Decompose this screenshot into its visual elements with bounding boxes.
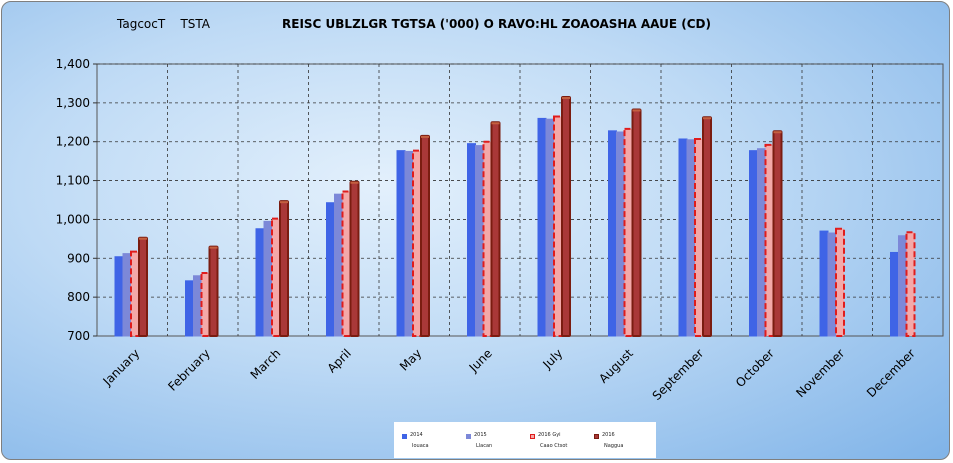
x-tick-label: February bbox=[165, 346, 213, 394]
bar-2014-september bbox=[678, 138, 688, 337]
plot-area bbox=[96, 63, 944, 337]
legend-sublabel: Caao Ctsot bbox=[540, 443, 568, 449]
bar-cap bbox=[703, 117, 711, 120]
y-tick-label: 1,300 bbox=[56, 96, 90, 110]
bar-2014-december bbox=[890, 251, 899, 337]
bar-2016-gyi-april bbox=[341, 190, 352, 337]
bar-2016-gyi-november bbox=[835, 227, 845, 337]
x-tick-label: April bbox=[325, 346, 354, 375]
bar-2016-gyi-august bbox=[623, 127, 634, 337]
bar-cap bbox=[280, 201, 288, 204]
x-tick-label: September bbox=[650, 346, 707, 403]
bar-2016-march bbox=[279, 200, 289, 337]
legend-swatch bbox=[530, 434, 535, 439]
x-tick-label: December bbox=[864, 346, 918, 400]
bar-2016-september bbox=[702, 116, 712, 337]
bar-cap bbox=[773, 131, 782, 134]
legend-sublabel: Iouaca bbox=[412, 443, 429, 449]
bar-2015-september bbox=[686, 139, 696, 337]
bar-2014-november bbox=[819, 230, 829, 337]
legend-label: 2015 bbox=[474, 432, 487, 438]
bar-2016-gyi-october bbox=[764, 143, 775, 337]
legend-swatch bbox=[402, 434, 407, 439]
bar-2015-january bbox=[122, 253, 132, 337]
bar-2015-november bbox=[827, 232, 837, 337]
y-tick-label: 1,400 bbox=[56, 57, 90, 71]
x-tick-label: October bbox=[733, 346, 777, 390]
legend-swatch bbox=[594, 434, 599, 439]
y-tick-label: 800 bbox=[67, 290, 90, 304]
bar-2016-february bbox=[208, 245, 219, 337]
bar-2016-gyi-may bbox=[412, 149, 422, 337]
x-tick-label: March bbox=[248, 346, 284, 382]
y-tick-label: 1,100 bbox=[56, 174, 90, 188]
legend-item: 2014 Iouaca bbox=[402, 432, 466, 456]
bar-2016-gyi-february bbox=[200, 272, 211, 337]
bar-2014-june bbox=[467, 143, 476, 337]
bar-cap bbox=[350, 181, 359, 184]
legend-sublabel: Naggua bbox=[604, 443, 624, 449]
bar-2015-june bbox=[475, 145, 484, 337]
bar-2016-october bbox=[772, 130, 783, 337]
bar-2014-may bbox=[396, 150, 406, 337]
chart-title: REISC UBLZLGR TGTSA ('000) O RAVO:HL ZOA… bbox=[282, 17, 711, 31]
bar-2015-april bbox=[334, 193, 343, 337]
bar-2015-march bbox=[263, 220, 273, 337]
legend-label: 2014 bbox=[410, 432, 423, 438]
bar-cap bbox=[421, 135, 429, 138]
chart-legend: 2014 Iouaca 2015 Llacan 2016 Gyi Caao Ctsot 20… bbox=[394, 422, 656, 458]
bar-2016-january bbox=[138, 236, 148, 337]
legend-item: 2016 Naggua bbox=[594, 432, 658, 456]
y-tick-label: 1,200 bbox=[56, 135, 90, 149]
bar-cap bbox=[562, 97, 570, 100]
x-tick-label: January bbox=[100, 346, 143, 389]
y-tick-label: 700 bbox=[67, 329, 90, 343]
x-tick-label: November bbox=[793, 346, 847, 400]
bar-2015-february bbox=[193, 275, 202, 337]
bar-2014-october bbox=[749, 150, 758, 337]
x-tick-label: May bbox=[397, 346, 424, 373]
bar-2016-gyi-september bbox=[694, 137, 704, 337]
legend-swatch bbox=[466, 434, 471, 439]
bar-2016-gyi-december bbox=[905, 231, 916, 338]
bar-2014-july bbox=[537, 117, 547, 337]
bar-2014-february bbox=[185, 280, 194, 337]
bar-cap bbox=[491, 122, 500, 125]
bar-2015-july bbox=[545, 118, 555, 337]
bar-2016-july bbox=[561, 96, 571, 338]
bar-2015-october bbox=[757, 148, 766, 337]
bar-2014-january bbox=[114, 256, 124, 337]
x-tick-label: June bbox=[466, 346, 495, 375]
bar-2015-december bbox=[898, 235, 907, 337]
bar-2014-march bbox=[255, 228, 265, 337]
y-tick-label: 1,000 bbox=[56, 212, 90, 226]
bar-2015-may bbox=[404, 150, 414, 337]
bar-2016-gyi-march bbox=[271, 217, 281, 337]
bar-2016-gyi-january bbox=[130, 250, 140, 337]
legend-item: 2016 Gyi Caao Ctsot bbox=[530, 432, 594, 456]
bar-cap bbox=[632, 109, 641, 112]
legend-label: 2016 Gyi bbox=[538, 432, 561, 438]
bar-2015-august bbox=[616, 131, 625, 337]
x-tick-label: July bbox=[539, 346, 565, 372]
bar-2016-june bbox=[490, 121, 501, 337]
y-tick-label: 900 bbox=[67, 251, 90, 265]
x-tick-label: August bbox=[596, 346, 636, 386]
legend-item: 2015 Llacan bbox=[466, 432, 530, 456]
legend-sublabel: Llacan bbox=[476, 443, 493, 449]
bar-2016-august bbox=[631, 108, 642, 337]
bar-2016-gyi-july bbox=[553, 115, 563, 338]
bar-2014-april bbox=[326, 202, 335, 337]
bar-2014-august bbox=[608, 130, 617, 337]
bar-2016-gyi-june bbox=[482, 140, 493, 337]
bar-2016-may bbox=[420, 134, 430, 337]
chart-pre-title: TagcocT TSTA bbox=[117, 17, 210, 31]
bar-2016-april bbox=[349, 180, 360, 337]
legend-label: 2016 bbox=[602, 432, 615, 438]
bar-cap bbox=[139, 237, 147, 240]
bar-cap bbox=[209, 246, 218, 249]
